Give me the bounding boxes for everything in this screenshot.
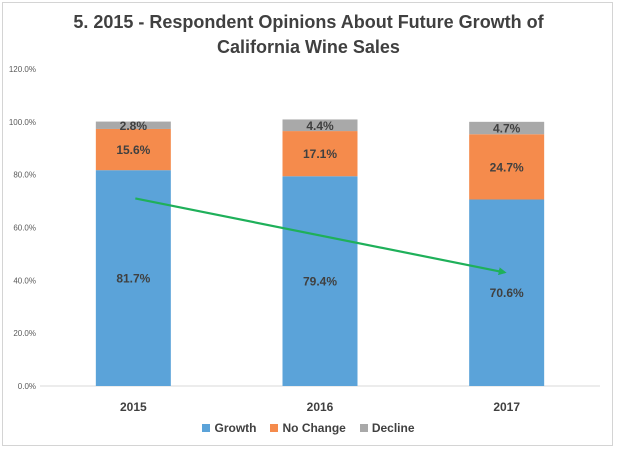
bar-segment-decline [469, 121, 545, 135]
x-category-label: 2015 [120, 400, 147, 414]
chart-title: 5. 2015 - Respondent Opinions About Futu… [0, 10, 617, 60]
data-label: 79.4% [303, 275, 337, 289]
data-label: 70.6% [490, 286, 524, 300]
y-tick-label: 40.0% [13, 276, 36, 285]
trend-arrow [135, 197, 507, 276]
y-tick-label: 100.0% [9, 118, 36, 127]
bar-segment-growth [282, 176, 358, 386]
legend-label: Growth [214, 421, 257, 435]
y-tick-label: 0.0% [18, 382, 36, 391]
y-tick-label: 20.0% [13, 329, 36, 338]
chart-title-line-2: California Wine Sales [217, 37, 400, 57]
y-tick-label: 120.0% [9, 65, 36, 74]
legend-item-growth: Growth [202, 421, 256, 435]
bar-segment-no-change [469, 134, 545, 200]
data-label: 81.7% [116, 272, 150, 286]
data-label: 15.6% [116, 143, 150, 157]
x-category-label: 2016 [307, 400, 334, 414]
chart-legend: Growth No Change Decline [0, 421, 617, 435]
legend-swatch [359, 424, 368, 432]
x-category-label: 2017 [493, 400, 520, 414]
data-label: 17.1% [303, 147, 337, 161]
bar-segment-no-change [282, 131, 358, 177]
legend-label: No Change [282, 421, 346, 435]
legend-label: Decline [371, 421, 415, 435]
legend-item-decline: Decline [359, 421, 415, 435]
data-label: 4.7% [493, 122, 521, 136]
bar-segment-no-change [95, 128, 171, 171]
legend-item-no-change: No Change [270, 421, 346, 435]
bar-segment-decline [95, 121, 171, 129]
data-label: 4.4% [306, 119, 334, 133]
y-tick-label: 80.0% [13, 171, 36, 180]
data-label: 24.7% [490, 160, 524, 174]
y-tick-label: 60.0% [13, 224, 36, 233]
legend-swatch [270, 424, 279, 432]
data-label: 2.8% [120, 119, 148, 133]
bar-segment-decline [282, 119, 358, 132]
bar-segment-growth [469, 199, 545, 386]
bar-segment-growth [95, 170, 171, 386]
chart-title-line-1: 5. 2015 - Respondent Opinions About Futu… [73, 12, 544, 32]
legend-swatch [202, 424, 211, 432]
